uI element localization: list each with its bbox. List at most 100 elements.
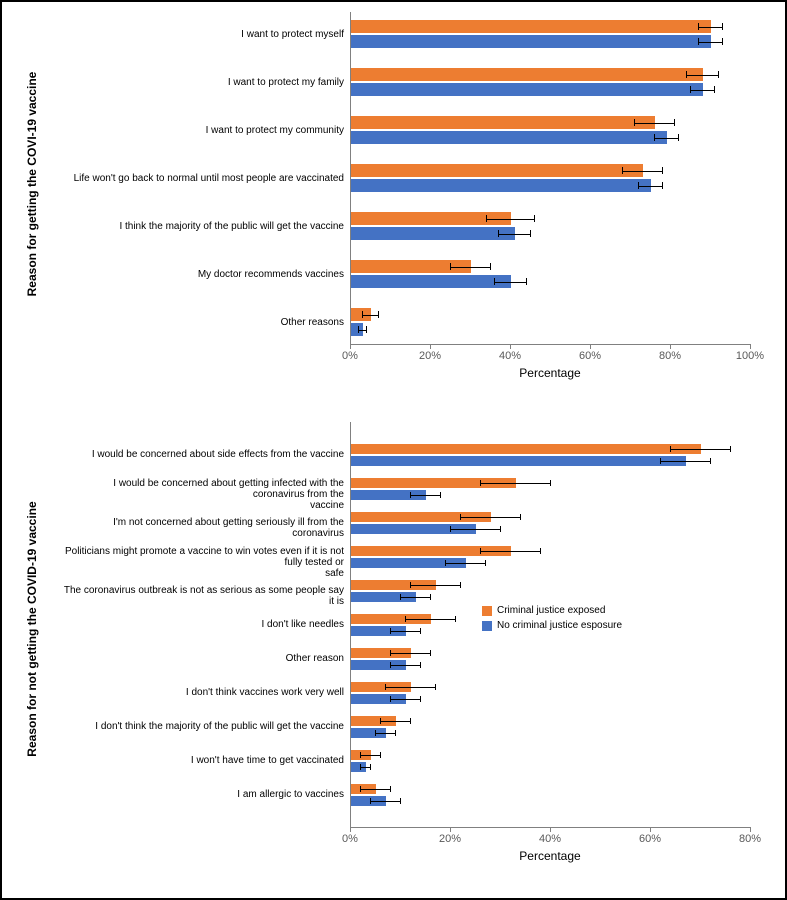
legend-label-b: No criminal justice esposure bbox=[497, 620, 622, 631]
category-label: Life won't go back to normal until most … bbox=[62, 173, 344, 184]
error-bar-cap bbox=[480, 480, 481, 486]
x-tick-mark bbox=[430, 344, 431, 349]
error-bar-cap bbox=[390, 786, 391, 792]
error-bar bbox=[370, 801, 400, 802]
x-tick-label: 40% bbox=[499, 350, 521, 362]
x-tick-mark bbox=[450, 827, 451, 832]
error-bar bbox=[622, 171, 662, 172]
error-bar bbox=[450, 267, 490, 268]
legend-item-a: Criminal justice exposed bbox=[482, 605, 622, 616]
error-bar-cap bbox=[430, 650, 431, 656]
legend-label-a: Criminal justice exposed bbox=[497, 605, 605, 616]
category-label: I would be concerned about getting infec… bbox=[62, 478, 344, 511]
error-bar-cap bbox=[420, 662, 421, 668]
bar-series-b bbox=[351, 456, 686, 466]
error-bar-cap bbox=[662, 182, 663, 190]
error-bar-cap bbox=[550, 480, 551, 486]
x-tick-label: 60% bbox=[639, 833, 661, 845]
error-bar-cap bbox=[698, 23, 699, 31]
error-bar bbox=[698, 27, 722, 28]
x-tick-label: 20% bbox=[439, 833, 461, 845]
error-bar-cap bbox=[540, 548, 541, 554]
category-label: Other reason bbox=[62, 653, 344, 664]
x-tick-label: 0% bbox=[342, 833, 358, 845]
error-bar-cap bbox=[410, 582, 411, 588]
error-bar bbox=[390, 699, 420, 700]
error-bar bbox=[654, 138, 678, 139]
category-label: I want to protect my family bbox=[62, 77, 344, 88]
category-label: I don't like needles bbox=[62, 619, 344, 630]
x-tick-label: 80% bbox=[659, 350, 681, 362]
error-bar-cap bbox=[526, 278, 527, 286]
error-bar-cap bbox=[420, 628, 421, 634]
legend: Criminal justice exposed No criminal just… bbox=[482, 605, 622, 635]
error-bar-cap bbox=[380, 718, 381, 724]
error-bar-cap bbox=[380, 752, 381, 758]
error-bar-cap bbox=[485, 560, 486, 566]
category-label: I won't have time to get vaccinated bbox=[62, 755, 344, 766]
category-label: Other reasons bbox=[62, 317, 344, 328]
error-bar bbox=[360, 755, 380, 756]
error-bar-cap bbox=[622, 167, 623, 175]
error-bar-cap bbox=[358, 326, 359, 334]
category-label: I want to protect my community bbox=[62, 125, 344, 136]
error-bar bbox=[660, 461, 710, 462]
error-bar-cap bbox=[498, 230, 499, 238]
category-label: I think the majority of the public will … bbox=[62, 221, 344, 232]
error-bar-cap bbox=[490, 263, 491, 271]
error-bar-cap bbox=[494, 278, 495, 286]
error-bar-cap bbox=[710, 458, 711, 464]
category-label: The coronavirus outbreak is not as serio… bbox=[62, 585, 344, 607]
error-bar-cap bbox=[390, 628, 391, 634]
legend-swatch-a bbox=[482, 606, 492, 616]
bar-series-a bbox=[351, 444, 701, 454]
error-bar bbox=[362, 315, 378, 316]
bar-series-b bbox=[351, 131, 667, 144]
error-bar-cap bbox=[450, 263, 451, 271]
error-bar bbox=[360, 789, 390, 790]
error-bar-cap bbox=[370, 798, 371, 804]
error-bar-cap bbox=[445, 560, 446, 566]
error-bar bbox=[390, 665, 420, 666]
category-label: I would be concerned about side effects … bbox=[62, 449, 344, 460]
x-axis-title: Percentage bbox=[519, 366, 580, 380]
error-bar-cap bbox=[698, 38, 699, 46]
bar-series-b bbox=[351, 83, 703, 96]
x-tick-mark bbox=[350, 344, 351, 349]
error-bar-cap bbox=[460, 582, 461, 588]
top-y-axis-title: Reason for getting the COVI-19 vaccine bbox=[25, 19, 39, 349]
error-bar-cap bbox=[375, 730, 376, 736]
error-bar-cap bbox=[718, 71, 719, 79]
error-bar bbox=[486, 219, 534, 220]
error-bar-cap bbox=[634, 119, 635, 127]
bar-series-a bbox=[351, 20, 711, 33]
error-bar bbox=[686, 75, 718, 76]
error-bar bbox=[380, 721, 410, 722]
legend-item-b: No criminal justice esposure bbox=[482, 620, 622, 631]
error-bar-cap bbox=[455, 616, 456, 622]
error-bar-cap bbox=[450, 526, 451, 532]
error-bar bbox=[480, 551, 540, 552]
x-tick-label: 0% bbox=[342, 350, 358, 362]
error-bar-cap bbox=[435, 684, 436, 690]
error-bar-cap bbox=[662, 167, 663, 175]
error-bar bbox=[638, 186, 662, 187]
error-bar bbox=[410, 495, 440, 496]
x-tick-label: 40% bbox=[539, 833, 561, 845]
bar-series-a bbox=[351, 164, 643, 177]
error-bar-cap bbox=[360, 764, 361, 770]
error-bar bbox=[375, 733, 395, 734]
error-bar bbox=[400, 597, 430, 598]
x-tick-label: 80% bbox=[739, 833, 761, 845]
error-bar-cap bbox=[654, 134, 655, 142]
error-bar-cap bbox=[730, 446, 731, 452]
error-bar-cap bbox=[430, 594, 431, 600]
error-bar-cap bbox=[690, 86, 691, 94]
error-bar-cap bbox=[638, 182, 639, 190]
error-bar-cap bbox=[500, 526, 501, 532]
bar-series-a bbox=[351, 68, 703, 81]
error-bar bbox=[480, 483, 550, 484]
error-bar-cap bbox=[366, 326, 367, 334]
category-label: Politicians might promote a vaccine to w… bbox=[62, 546, 344, 579]
category-label: My doctor recommends vaccines bbox=[62, 269, 344, 280]
